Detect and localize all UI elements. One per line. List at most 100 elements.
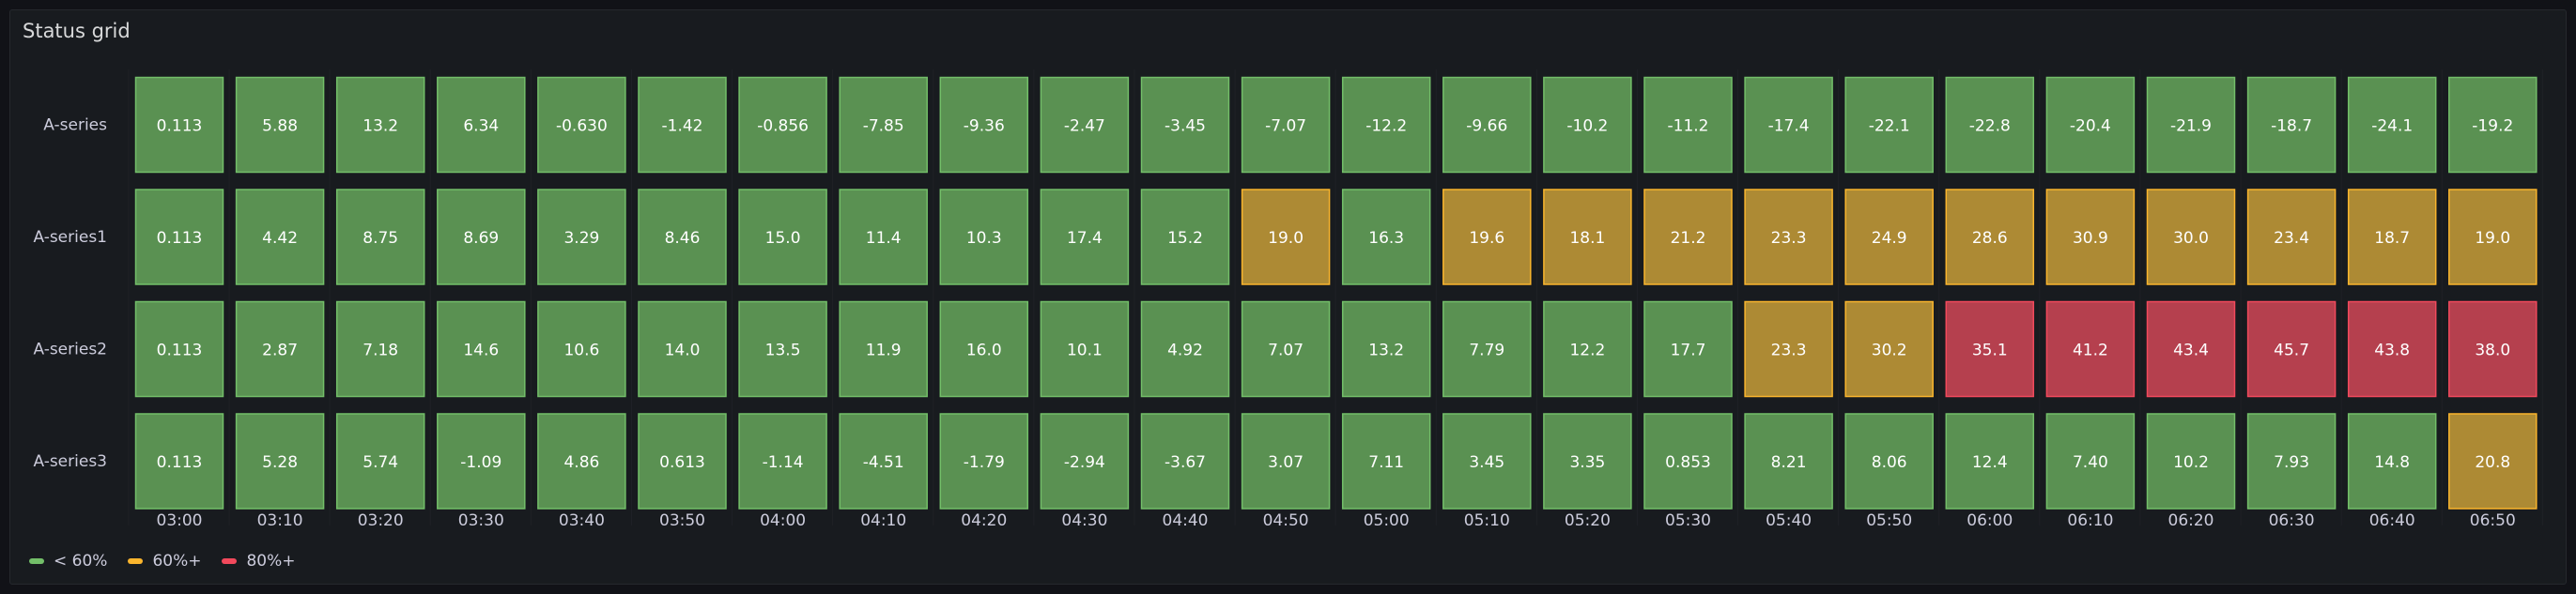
status-cell[interactable]: 4.92 [1140,300,1230,398]
status-cell[interactable]: 0.853 [1643,413,1733,510]
status-cell[interactable]: 14.0 [638,300,727,398]
status-cell[interactable]: 35.1 [1945,300,2035,398]
status-cell[interactable]: -11.2 [1643,76,1733,174]
status-cell[interactable]: 7.11 [1341,413,1431,510]
status-cell[interactable]: 3.07 [1241,413,1331,510]
status-cell[interactable]: 21.2 [1643,189,1733,285]
status-cell[interactable]: -24.1 [2347,76,2437,174]
status-cell[interactable]: -4.51 [839,413,928,510]
status-cell[interactable]: -9.36 [939,76,1029,174]
status-cell[interactable]: 28.6 [1945,189,2035,285]
status-cell[interactable]: -21.9 [2146,76,2236,174]
status-cell[interactable]: 0.113 [134,189,224,285]
status-cell[interactable]: 10.1 [1040,300,1130,398]
status-cell[interactable]: 43.4 [2146,300,2236,398]
status-cell[interactable]: 19.6 [1442,189,1532,285]
status-cell[interactable]: 18.1 [1543,189,1632,285]
status-cell[interactable]: -1.79 [939,413,1029,510]
status-cell[interactable]: -9.66 [1442,76,1532,174]
status-cell[interactable]: 8.69 [437,189,526,285]
status-cell[interactable]: -0.630 [537,76,626,174]
status-cell[interactable]: 23.3 [1744,189,1833,285]
status-cell[interactable]: -18.7 [2246,76,2337,174]
status-cell[interactable]: -1.14 [738,413,827,510]
status-cell[interactable]: 3.45 [1442,413,1532,510]
status-cell[interactable]: -10.2 [1543,76,1632,174]
status-cell[interactable]: 24.9 [1844,189,1934,285]
status-cell[interactable]: 41.2 [2045,300,2136,398]
status-cell[interactable]: 13.2 [1341,300,1431,398]
status-cell[interactable]: 7.40 [2045,413,2136,510]
status-cell[interactable]: 8.21 [1744,413,1833,510]
status-cell[interactable]: 30.0 [2146,189,2236,285]
status-cell[interactable]: -3.45 [1140,76,1230,174]
status-cell[interactable]: 7.79 [1442,300,1532,398]
status-cell[interactable]: 0.613 [638,413,727,510]
status-cell[interactable]: 10.6 [537,300,626,398]
status-cell[interactable]: 12.4 [1945,413,2035,510]
status-cell[interactable]: 19.0 [2448,189,2537,285]
status-cell[interactable]: 17.4 [1040,189,1130,285]
status-cell[interactable]: 7.18 [335,300,425,398]
status-cell[interactable]: 3.29 [537,189,626,285]
legend-item-60-plus[interactable]: 60%+ [128,552,201,571]
status-cell[interactable]: 20.8 [2448,413,2537,510]
status-cell[interactable]: 7.07 [1241,300,1331,398]
legend-item-80-plus[interactable]: 80%+ [222,552,296,571]
status-cell[interactable]: 7.93 [2246,413,2337,510]
status-cell[interactable]: 0.113 [134,300,224,398]
status-cell[interactable]: 13.5 [738,300,827,398]
status-cell[interactable]: 5.88 [235,76,325,174]
status-cell[interactable]: 3.35 [1543,413,1632,510]
status-cell[interactable]: 6.34 [437,76,526,174]
status-cell[interactable]: 2.87 [235,300,325,398]
status-cell[interactable]: 23.4 [2246,189,2337,285]
status-cell[interactable]: 15.2 [1140,189,1230,285]
status-cell[interactable]: 30.9 [2045,189,2136,285]
status-cell[interactable]: 10.3 [939,189,1029,285]
status-cell[interactable]: -1.42 [638,76,727,174]
status-cell[interactable]: 8.06 [1844,413,1934,510]
status-cell[interactable]: 14.6 [437,300,526,398]
status-cell[interactable]: 15.0 [738,189,827,285]
status-cell[interactable]: 5.28 [235,413,325,510]
status-cell[interactable]: 19.0 [1241,189,1331,285]
status-cell[interactable]: 8.46 [638,189,727,285]
status-cell[interactable]: 18.7 [2347,189,2437,285]
status-cell[interactable]: -12.2 [1341,76,1431,174]
status-cell[interactable]: -0.856 [738,76,827,174]
status-cell[interactable]: 45.7 [2246,300,2337,398]
status-cell[interactable]: 4.86 [537,413,626,510]
status-cell[interactable]: 38.0 [2448,300,2537,398]
status-cell[interactable]: -17.4 [1744,76,1833,174]
status-cell[interactable]: -2.94 [1040,413,1130,510]
status-cell[interactable]: -2.47 [1040,76,1130,174]
status-cell[interactable]: -3.67 [1140,413,1230,510]
status-cell[interactable]: 11.9 [839,300,928,398]
status-cell[interactable]: 17.7 [1643,300,1733,398]
status-cell[interactable]: -20.4 [2045,76,2136,174]
status-cell[interactable]: 8.75 [335,189,425,285]
status-cell[interactable]: 23.3 [1744,300,1833,398]
legend-item-under-60[interactable]: < 60% [29,552,107,571]
status-cell[interactable]: -19.2 [2448,76,2537,174]
status-cell[interactable]: -7.85 [839,76,928,174]
status-cell[interactable]: 5.74 [335,413,425,510]
status-cell[interactable]: -22.1 [1844,76,1934,174]
status-cell[interactable]: 11.4 [839,189,928,285]
status-cell[interactable]: 13.2 [335,76,425,174]
status-cell[interactable]: -22.8 [1945,76,2035,174]
status-cell[interactable]: -7.07 [1241,76,1331,174]
status-cell[interactable]: 4.42 [235,189,325,285]
status-cell[interactable]: 14.8 [2347,413,2437,510]
status-cell[interactable]: 0.113 [134,413,224,510]
status-cell[interactable]: 30.2 [1844,300,1934,398]
status-cell[interactable]: 16.3 [1341,189,1431,285]
status-cell[interactable]: -1.09 [437,413,526,510]
status-cell[interactable]: 43.8 [2347,300,2437,398]
x-tick-label: 06:40 [2369,511,2415,530]
status-cell[interactable]: 16.0 [939,300,1029,398]
status-cell[interactable]: 0.113 [134,76,224,174]
status-cell[interactable]: 12.2 [1543,300,1632,398]
status-cell[interactable]: 10.2 [2146,413,2236,510]
